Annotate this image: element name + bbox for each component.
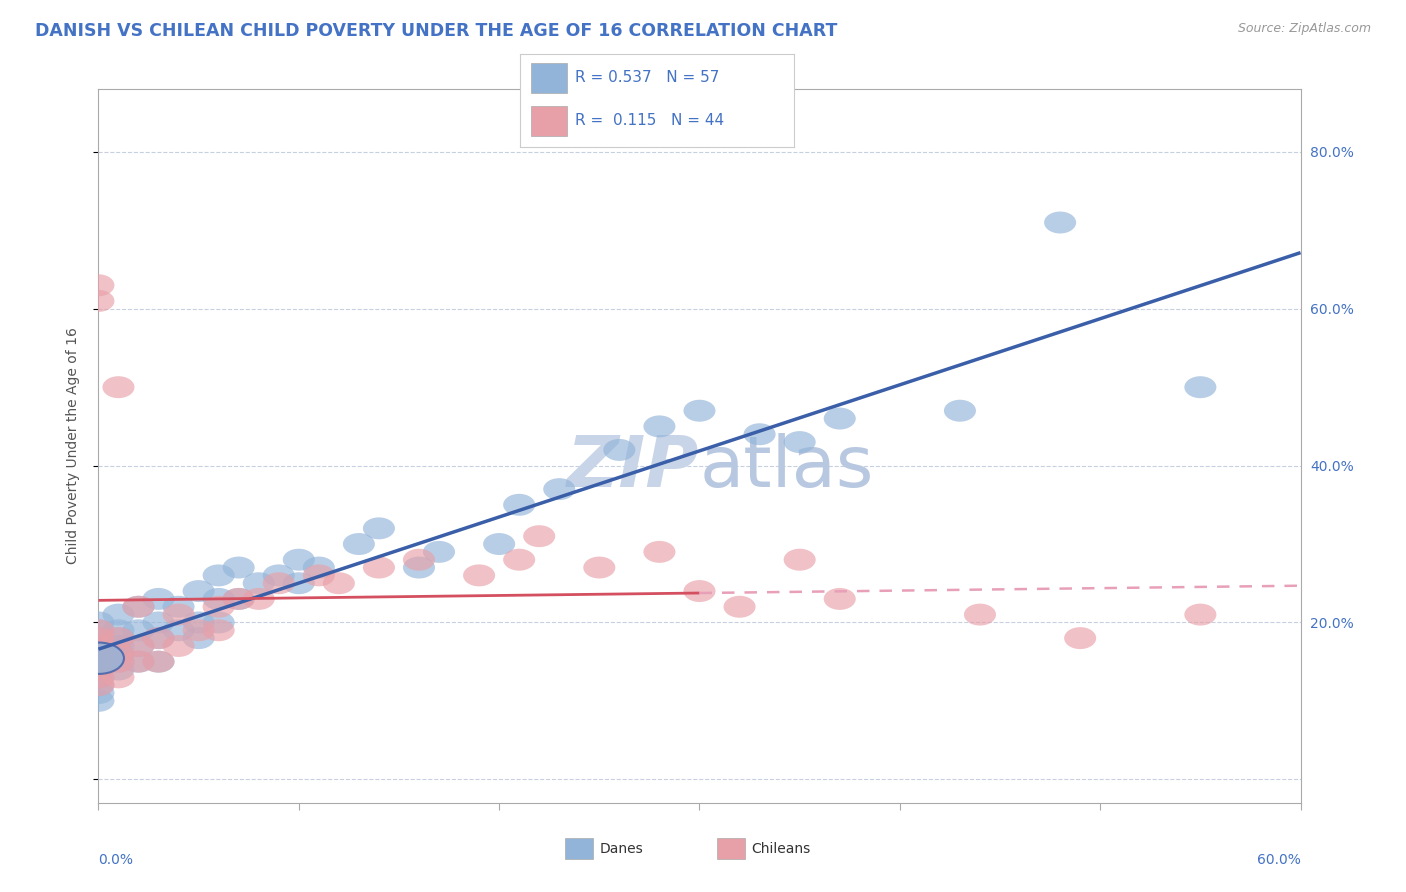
Text: ZIP: ZIP — [567, 433, 700, 502]
Text: 60.0%: 60.0% — [1257, 853, 1301, 867]
FancyBboxPatch shape — [531, 106, 567, 136]
Text: R = 0.537   N = 57: R = 0.537 N = 57 — [575, 70, 720, 86]
Text: DANISH VS CHILEAN CHILD POVERTY UNDER THE AGE OF 16 CORRELATION CHART: DANISH VS CHILEAN CHILD POVERTY UNDER TH… — [35, 22, 838, 40]
Y-axis label: Child Poverty Under the Age of 16: Child Poverty Under the Age of 16 — [66, 327, 80, 565]
Text: Chileans: Chileans — [751, 842, 810, 855]
Text: Source: ZipAtlas.com: Source: ZipAtlas.com — [1237, 22, 1371, 36]
FancyBboxPatch shape — [531, 63, 567, 93]
FancyBboxPatch shape — [717, 838, 745, 858]
Text: R =  0.115   N = 44: R = 0.115 N = 44 — [575, 113, 724, 128]
Text: 0.0%: 0.0% — [98, 853, 134, 867]
Text: Danes: Danes — [599, 842, 644, 855]
Text: atlas: atlas — [700, 433, 875, 502]
FancyBboxPatch shape — [565, 838, 593, 858]
